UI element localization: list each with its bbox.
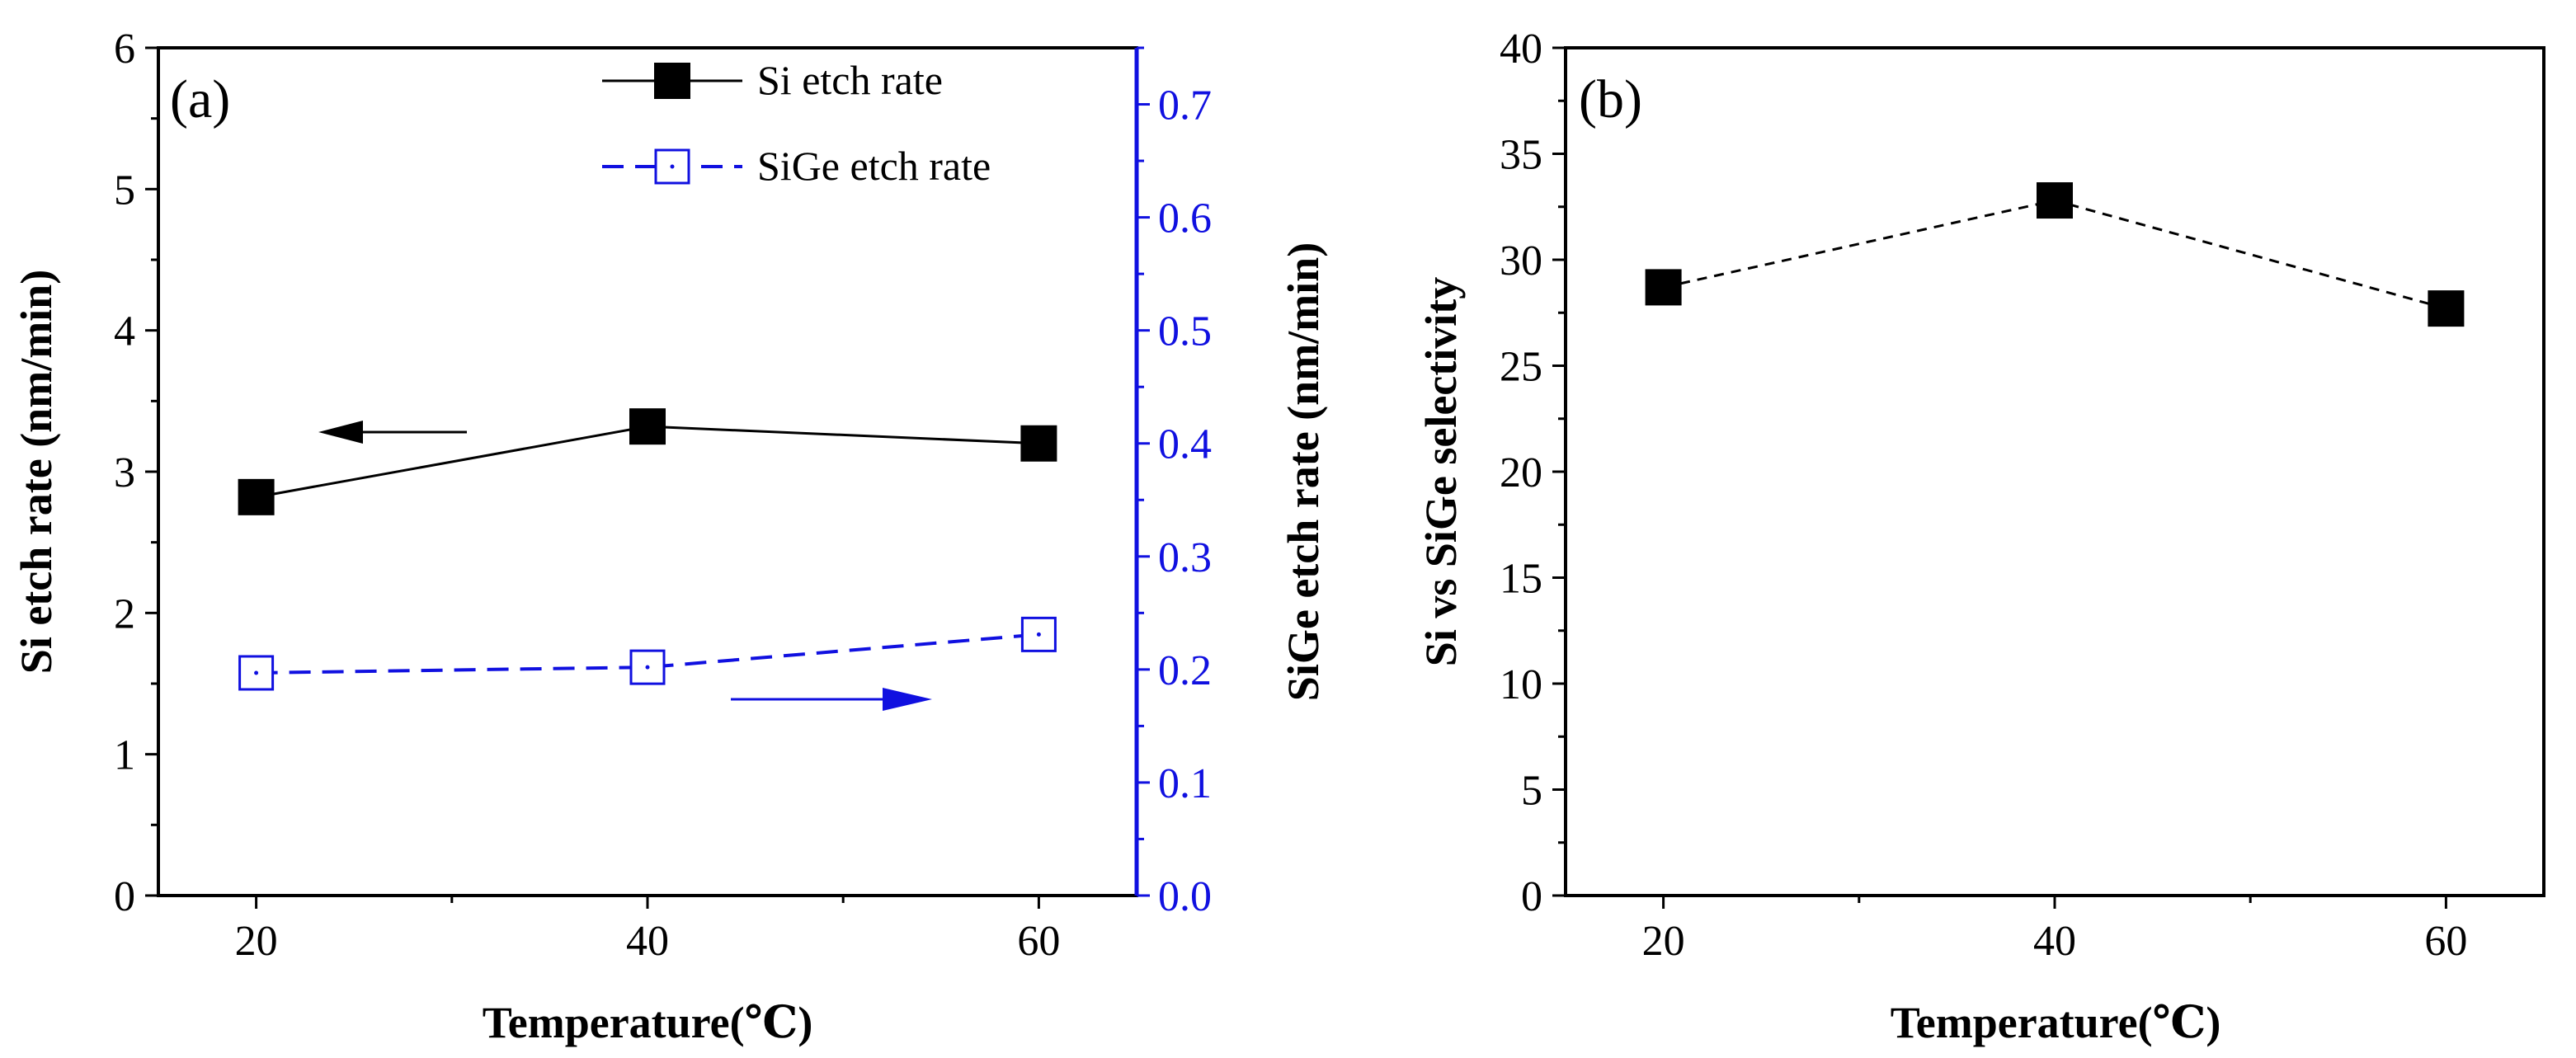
plot-area-b (1645, 182, 2465, 327)
y-right-tick-label: 0.3 (1158, 534, 1212, 581)
x-tick-label: 20 (1642, 918, 1685, 965)
x-tick-label: 60 (2424, 918, 2467, 965)
y-tick-label: 0 (114, 873, 135, 920)
y-axis-title-b: Si vs SiGe selectivity (1416, 277, 1466, 666)
data-point-0-2 (2428, 290, 2465, 327)
axis-ticks-b: 20 40 60 0 5 10 15 20 25 30 35 40 (1500, 26, 2467, 965)
x-tick-label: 40 (626, 918, 669, 965)
data-point-center-1-2 (1036, 632, 1041, 637)
plot-area-a (238, 408, 1057, 691)
y-tick-label: 40 (1500, 26, 1542, 73)
y-right-tick-label: 0.6 (1158, 195, 1212, 242)
data-point-0-2 (1020, 425, 1057, 462)
data-point-0-0 (238, 478, 275, 515)
y-right-tick-label: 0.5 (1158, 308, 1212, 355)
y-tick-label: 20 (1500, 449, 1542, 496)
y-tick-label: 4 (114, 308, 135, 355)
data-point-center-1-1 (645, 665, 650, 670)
x-tick-label: 20 (235, 918, 278, 965)
panel-b: 20 40 60 0 5 10 15 20 25 30 35 40 (b) Temperature(℃… (1416, 26, 2545, 1047)
y-tick-label: 0 (1521, 873, 1542, 920)
y-tick-label: 1 (114, 732, 135, 779)
y-tick-label: 5 (1521, 768, 1542, 815)
x-tick-label: 60 (1017, 918, 1060, 965)
panel-label-b: (b) (1579, 69, 1642, 129)
legend-marker-sige-dot (670, 164, 675, 169)
panel-label-a: (a) (170, 69, 230, 129)
y-right-tick-label: 0.1 (1158, 760, 1212, 807)
x-tick-label: 40 (2033, 918, 2076, 965)
x-axis-title-b: Temperature(℃) (1891, 998, 2221, 1047)
y-right-tick-label: 0.4 (1158, 421, 1212, 468)
axis-ticks-a: 20 40 60 0 1 2 3 4 5 6 0.0 0.1 0.2 0.3 0.4 0.5 0.6 0.7 (114, 26, 1212, 965)
y-axis-title-right-a: SiGe etch rate (nm/min) (1279, 242, 1328, 701)
y-tick-label: 35 (1500, 132, 1542, 179)
y-axis-title-a: Si etch rate (nm/min) (12, 270, 61, 674)
y-tick-label: 6 (114, 26, 135, 73)
plot-frame-b (1564, 46, 2545, 897)
y-tick-label: 30 (1500, 237, 1542, 284)
y-right-tick-label: 0.0 (1158, 873, 1212, 920)
y-tick-label: 10 (1500, 661, 1542, 708)
legend-label-si: Si etch rate (757, 57, 943, 103)
y-tick-label: 25 (1500, 344, 1542, 391)
legend-marker-si (654, 63, 690, 99)
data-point-0-1 (2037, 182, 2073, 219)
y-right-tick-label: 0.2 (1158, 647, 1212, 694)
data-point-0-0 (1645, 269, 1682, 306)
arrow-left-annotation (318, 421, 467, 444)
y-tick-label: 5 (114, 167, 135, 214)
y-tick-label: 2 (114, 590, 135, 637)
y-right-tick-label: 0.7 (1158, 82, 1212, 129)
legend-a: Si etch rate SiGe etch rate (602, 57, 991, 189)
arrow-right-annotation (731, 688, 932, 711)
panel-a: 20 40 60 0 1 2 3 4 5 6 0.0 0.1 0.2 0.3 0.4 0.5 0.6 0.7 (a… (12, 26, 1328, 1047)
data-point-1-1 (629, 649, 666, 685)
legend-label-sige: SiGe etch rate (757, 143, 991, 189)
data-point-0-1 (629, 408, 666, 445)
data-point-center-1-0 (254, 670, 259, 675)
x-axis-title-a: Temperature(℃) (483, 998, 813, 1047)
y-tick-label: 15 (1500, 556, 1542, 603)
y-tick-label: 3 (114, 449, 135, 496)
